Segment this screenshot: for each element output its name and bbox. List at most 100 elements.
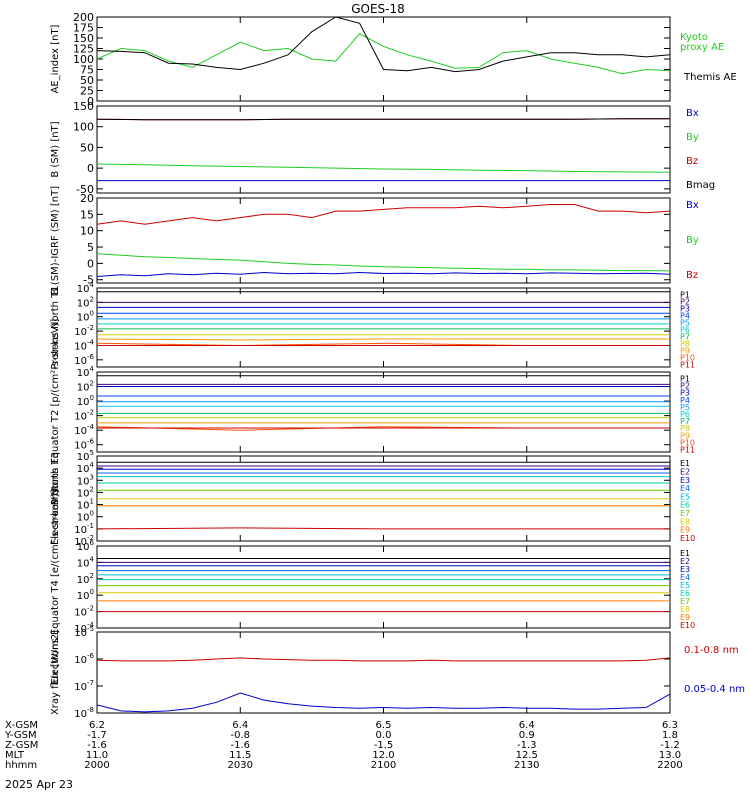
- legend-entry: E9: [680, 526, 690, 535]
- y-tick-label: 104: [77, 365, 95, 379]
- orbit-value: -1.6: [87, 740, 107, 751]
- legend-entry: P3: [680, 305, 690, 314]
- series-line-p9: [96, 338, 670, 341]
- legend-entry: P6: [680, 326, 690, 335]
- legend-entry: Bz: [686, 156, 698, 167]
- y-tick-label: 100: [77, 588, 94, 602]
- y-tick-label: 10: [80, 225, 94, 238]
- panel-frame: [96, 631, 671, 714]
- series-line-bz: [96, 204, 671, 225]
- orbit-row-label: hhmm: [5, 760, 37, 771]
- legend-entry: By: [686, 235, 699, 246]
- series-line-by: [96, 253, 671, 272]
- plot-title: GOES-18: [351, 2, 405, 16]
- orbit-value: 6.4: [519, 720, 535, 731]
- orbit-value: 12.5: [516, 750, 538, 761]
- legend-entry: E8: [680, 605, 690, 614]
- legend-entry: E6: [680, 501, 690, 510]
- legend-entry: E10: [680, 621, 695, 630]
- panel-2: -50 0 50 100 150 B (SM) [nT] Bx By Bz Bmag: [50, 100, 715, 196]
- legend-entry: P8: [680, 340, 690, 349]
- series-line-by: [96, 163, 671, 173]
- legend-entry: By: [686, 132, 699, 143]
- legend-entry: P9: [680, 431, 690, 440]
- orbit-value: 2000: [84, 760, 109, 771]
- y-tick-label: 20: [80, 192, 94, 205]
- orbit-value: 6.4: [232, 720, 248, 731]
- y-tick-label: 150: [73, 100, 94, 113]
- legend-entry: Bx: [686, 200, 699, 211]
- y-tick-label: 104: [77, 555, 95, 569]
- legend-entry: E4: [680, 484, 690, 493]
- y-axis-label: Protons Equator T2 [p/(cm²-s-sr-keV)]: [50, 319, 61, 506]
- series-line-e10: [96, 527, 670, 530]
- y-tick-label: 10-2: [74, 324, 94, 338]
- y-tick-label: 175: [73, 22, 94, 35]
- series-line-themis-ae: [96, 16, 671, 73]
- y-tick-label: 10-2: [74, 605, 94, 619]
- orbit-value: 6.3: [662, 720, 678, 731]
- y-tick-label: 25: [80, 85, 94, 98]
- legend-entry: P7: [680, 333, 690, 342]
- y-tick-label: 100: [77, 394, 94, 408]
- y-tick-label: -5: [83, 274, 94, 287]
- legend-entry: P6: [680, 410, 690, 419]
- y-axis-label: Protons North T1: [50, 285, 61, 369]
- legend-entry: E6: [680, 589, 690, 598]
- legend-entry: Bz: [686, 270, 698, 281]
- legend-entry: P3: [680, 389, 690, 398]
- y-tick-label: 10-5: [74, 625, 94, 639]
- legend-entry: E5: [680, 581, 690, 590]
- y-tick-label: 100: [73, 53, 94, 66]
- legend-entry: E8: [680, 517, 690, 526]
- legend-entry: proxy AE: [680, 42, 724, 53]
- legend-entry: P5: [680, 319, 690, 328]
- orbit-value: -1.3: [517, 740, 537, 751]
- y-tick-label: 100: [73, 121, 94, 134]
- orbit-value: -0.8: [230, 730, 250, 741]
- legend-entry: P10: [680, 438, 695, 447]
- y-tick-label: 150: [73, 32, 94, 45]
- legend-entry: Kyoto: [680, 32, 708, 43]
- orbit-value: 2030: [228, 760, 253, 771]
- orbit-value: 1.8: [662, 730, 678, 741]
- panel-8: 10-8 10-7 10-6 10-5 Xray flux [W/m2] 0.1-0.8 …: [50, 625, 745, 720]
- legend-entry: E10: [680, 534, 695, 543]
- series-line-bx: [96, 271, 671, 277]
- y-tick-label: 125: [73, 43, 94, 56]
- orbit-value: -1.2: [660, 740, 680, 751]
- orbit-row-label: Y-GSM: [4, 730, 37, 741]
- y-axis-label: Xray flux [W/m2]: [50, 630, 61, 715]
- y-tick-label: 102: [77, 572, 94, 586]
- legend-entry: E2: [680, 557, 690, 566]
- orbit-value: 13.0: [659, 750, 681, 761]
- orbit-value: 2100: [371, 760, 396, 771]
- orbit-value: 0.0: [376, 730, 392, 741]
- legend-entry: P1: [680, 291, 690, 300]
- y-axis-label: AE_index [nT]: [50, 24, 61, 93]
- y-tick-label: -50: [76, 183, 94, 196]
- y-tick-label: 5: [87, 241, 94, 254]
- orbit-value: 0.9: [519, 730, 535, 741]
- y-tick-label: 102: [77, 380, 94, 394]
- orbit-value: -1.7: [87, 730, 107, 741]
- legend-entry: 0.05-0.4 nm: [684, 684, 745, 695]
- y-tick-label: 50: [80, 141, 94, 154]
- y-axis-label: B (SM)-IGRF (SM) [nT]: [50, 186, 61, 295]
- y-tick-label: 10-2: [74, 409, 94, 423]
- legend-entry: P2: [680, 382, 690, 391]
- y-tick-label: 104: [77, 281, 95, 295]
- series-line-bmag: [96, 118, 670, 121]
- legend-entry: E4: [680, 573, 690, 582]
- legend-entry: E7: [680, 597, 690, 606]
- legend-entry: E9: [680, 613, 690, 622]
- y-tick-label: 0: [87, 162, 94, 175]
- legend-entry: P11: [680, 361, 695, 370]
- orbit-row-label: Z-GSM: [5, 740, 38, 751]
- series-line-0-1-0-8-nm: [96, 657, 671, 662]
- y-tick-label: 10-4: [74, 423, 94, 437]
- y-tick-label: 10-6: [74, 652, 94, 666]
- y-tick-label: 15: [80, 208, 94, 221]
- orbit-value: -1.6: [230, 740, 250, 751]
